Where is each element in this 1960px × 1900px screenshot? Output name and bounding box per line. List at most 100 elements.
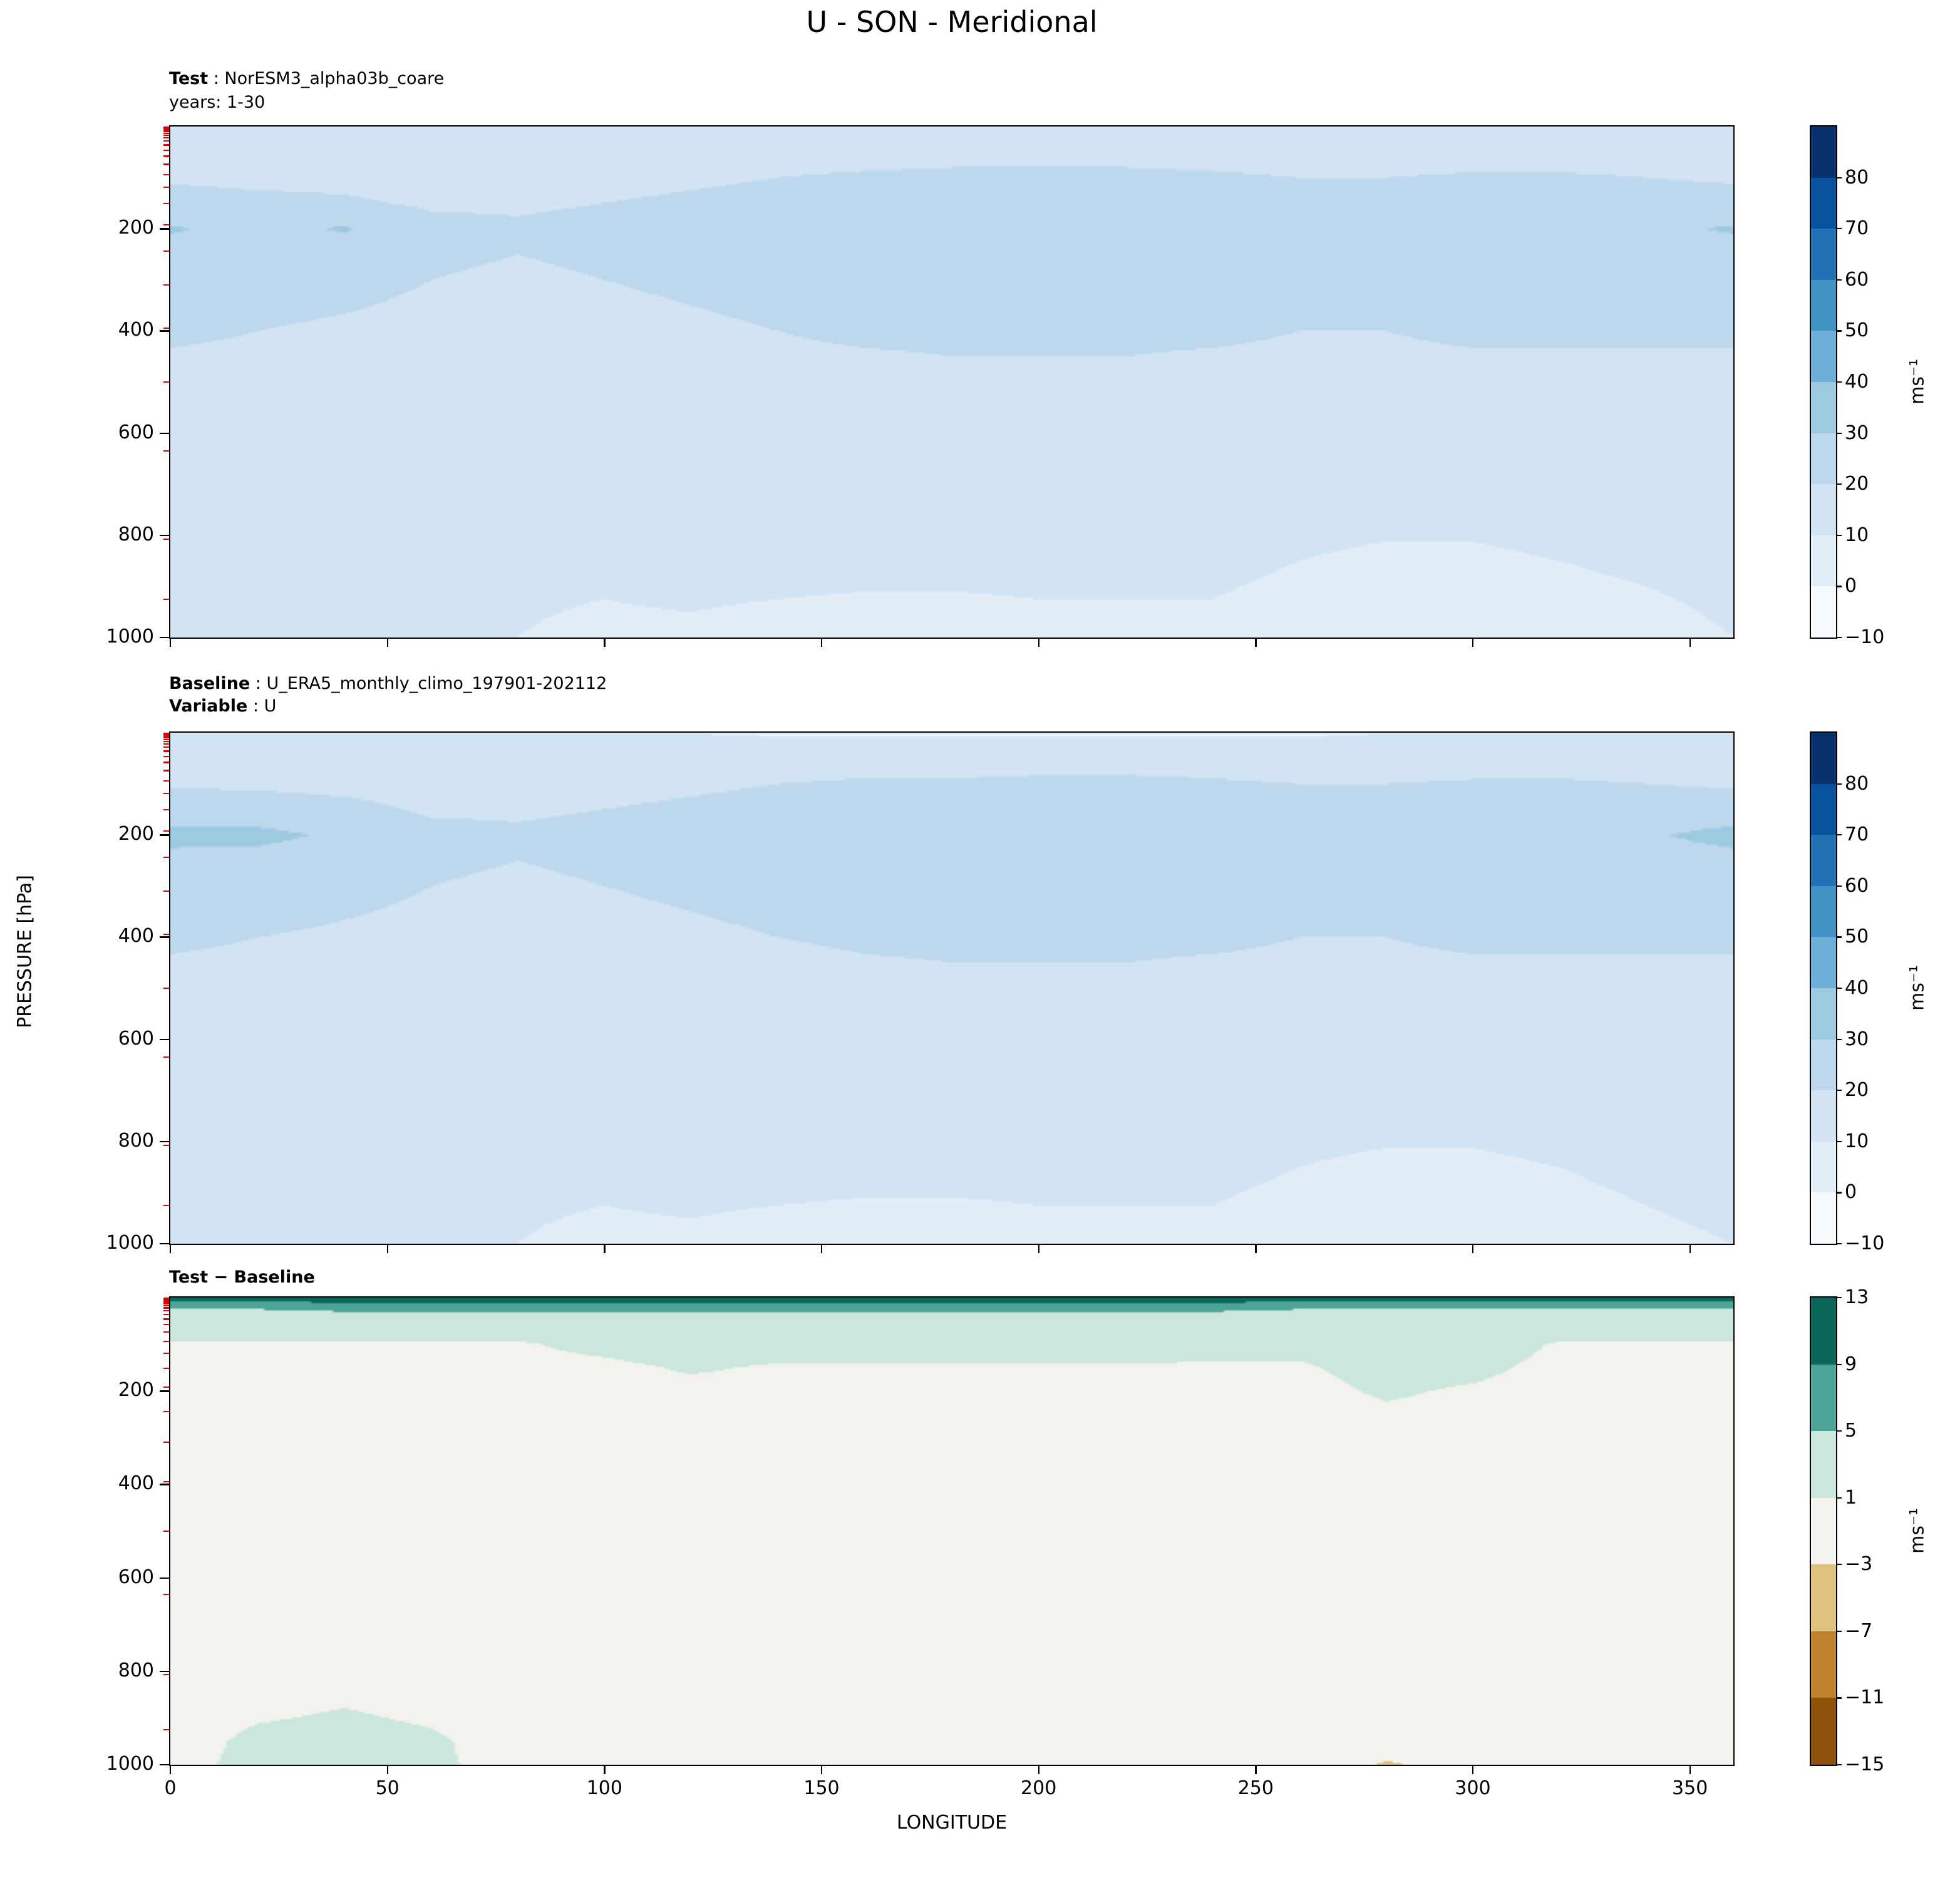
colorbar-tick-mark	[1836, 279, 1842, 281]
red-minor-tick-mark	[163, 224, 169, 225]
colorbar-tick-mark	[1836, 834, 1842, 836]
colorbar-tick-label: −10	[1845, 1232, 1885, 1254]
colorbar-tick-label: 50	[1845, 926, 1869, 948]
colorbar-tick-mark	[1836, 1038, 1842, 1040]
colorbar-tick-label: 30	[1845, 421, 1869, 444]
red-minor-tick-mark	[163, 734, 169, 736]
x-tick-label: 50	[375, 1777, 400, 1799]
colorbar-tick-mark	[1836, 1497, 1842, 1499]
x-tick-label: 0	[164, 1777, 177, 1799]
red-minor-tick-mark	[163, 173, 169, 175]
baseline-panel: 200 400 600 800 1000	[106, 731, 1735, 1254]
colorbar-segment	[1811, 229, 1836, 280]
red-minor-tick-mark	[163, 1318, 169, 1320]
colorbar-tick-mark	[1836, 432, 1842, 434]
colorbar-tick-mark	[1836, 381, 1842, 383]
colorbar-tick-mark	[1836, 534, 1842, 536]
y-tick-mark	[160, 1577, 169, 1579]
x-tick-mark	[821, 1244, 823, 1253]
colorbar-tick-label: 70	[1845, 824, 1869, 846]
colorbar-segment	[1811, 382, 1836, 433]
baseline-annotation-value: : U_ERA5_monthly_climo_197901-202112	[250, 674, 607, 693]
red-minor-tick-mark	[163, 144, 169, 146]
red-minor-tick-mark	[163, 284, 169, 286]
colorbar-tick-label: 9	[1845, 1353, 1857, 1375]
diff-contour-canvas	[170, 1298, 1733, 1765]
y-tick-mark	[160, 936, 169, 938]
colorbar-tick-mark	[1836, 988, 1842, 989]
baseline-annotation-line1: Baseline : U_ERA5_monthly_climo_197901-2…	[169, 674, 607, 693]
y-tick-mark	[160, 432, 169, 434]
red-minor-tick-mark	[163, 1303, 169, 1304]
red-minor-tick-mark	[163, 1301, 169, 1303]
red-minor-tick-mark	[163, 737, 169, 739]
x-tick-label: 150	[803, 1777, 840, 1799]
colorbar-tick-mark	[1836, 177, 1842, 178]
colorbar-segment	[1811, 1090, 1836, 1142]
colorbar-segment	[1811, 331, 1836, 382]
colorbar-tick-label: 70	[1845, 217, 1869, 240]
colorbar-segment	[1811, 1631, 1836, 1698]
y-tick-label: 200	[118, 1379, 154, 1402]
colorbar-tick-label: 60	[1845, 874, 1869, 897]
y-tick-mark	[160, 1390, 169, 1392]
colorbar-tick-label: −3	[1845, 1553, 1873, 1576]
y-tick-mark	[160, 1140, 169, 1143]
red-minor-tick-mark	[163, 1304, 169, 1306]
red-minor-tick-mark	[163, 381, 169, 383]
x-tick-mark	[1255, 1765, 1257, 1774]
colorbar-tick-mark	[1836, 228, 1842, 230]
test-annotation-line1: Test : NorESM3_alpha03b_coare	[169, 69, 444, 88]
red-minor-tick-mark	[163, 857, 169, 859]
colorbar-segment	[1811, 535, 1836, 587]
colorbar-tick-label: 10	[1845, 524, 1869, 546]
colorbar-tick-mark	[1836, 1363, 1842, 1365]
colorbar-tick-mark	[1836, 885, 1842, 887]
baseline-contour-canvas	[170, 733, 1733, 1244]
x-tick-label: 200	[1021, 1777, 1057, 1799]
red-minor-tick-mark	[163, 1324, 169, 1326]
red-minor-tick-mark	[163, 1331, 169, 1333]
red-minor-tick-mark	[163, 1299, 169, 1301]
red-minor-tick-mark	[163, 1411, 169, 1413]
x-tick-mark	[1038, 1765, 1040, 1774]
y-tick-mark	[160, 1243, 169, 1245]
red-minor-tick-mark	[163, 1531, 169, 1532]
x-tick-mark	[1472, 1765, 1474, 1774]
red-minor-tick-mark	[163, 1442, 169, 1443]
y-tick-mark	[160, 534, 169, 537]
red-minor-tick-mark	[163, 598, 169, 600]
x-tick-mark	[170, 1244, 172, 1253]
x-tick-mark	[1689, 1765, 1691, 1774]
red-minor-tick-mark	[163, 1341, 169, 1343]
colorbar-tick-label: −10	[1845, 626, 1885, 648]
red-minor-tick-mark	[163, 1593, 169, 1595]
baseline-colorbar: −10 0 10 20 30 40 50 60 70 80	[1810, 731, 1884, 1254]
red-minor-tick-mark	[163, 736, 169, 738]
test-contour-canvas	[170, 126, 1733, 638]
colorbar-tick-label: −11	[1845, 1686, 1885, 1709]
y-tick-mark	[160, 834, 169, 836]
test-annotation-key: Test	[169, 69, 209, 88]
red-minor-tick-mark	[163, 743, 169, 745]
y-tick-mark	[160, 1764, 169, 1766]
y-tick-label: 600	[118, 1566, 154, 1588]
colorbar-segment	[1811, 177, 1836, 229]
y-tick-label: 800	[118, 523, 154, 545]
colorbar-segment	[1811, 1698, 1836, 1765]
red-minor-tick-mark	[163, 1307, 169, 1309]
x-axis-label: LONGITUDE	[896, 1812, 1008, 1834]
red-minor-tick-mark	[163, 155, 169, 157]
x-tick-mark	[604, 1244, 606, 1253]
colorbar-tick-label: 40	[1845, 977, 1869, 999]
colorbar-tick-label: 5	[1845, 1420, 1857, 1442]
test-panel: 200 400 600 800 1000	[106, 125, 1735, 648]
red-minor-tick-mark	[163, 1056, 169, 1058]
y-tick-label: 800	[118, 1659, 154, 1681]
x-tick-mark	[821, 1765, 823, 1774]
x-tick-mark	[1038, 638, 1040, 647]
x-tick-mark	[1255, 638, 1257, 647]
colorbar-tick-label: −7	[1845, 1619, 1873, 1642]
test-colorbar: −10 0 10 20 30 40 50 60 70 80	[1810, 125, 1884, 648]
red-minor-tick-mark	[163, 1729, 169, 1731]
